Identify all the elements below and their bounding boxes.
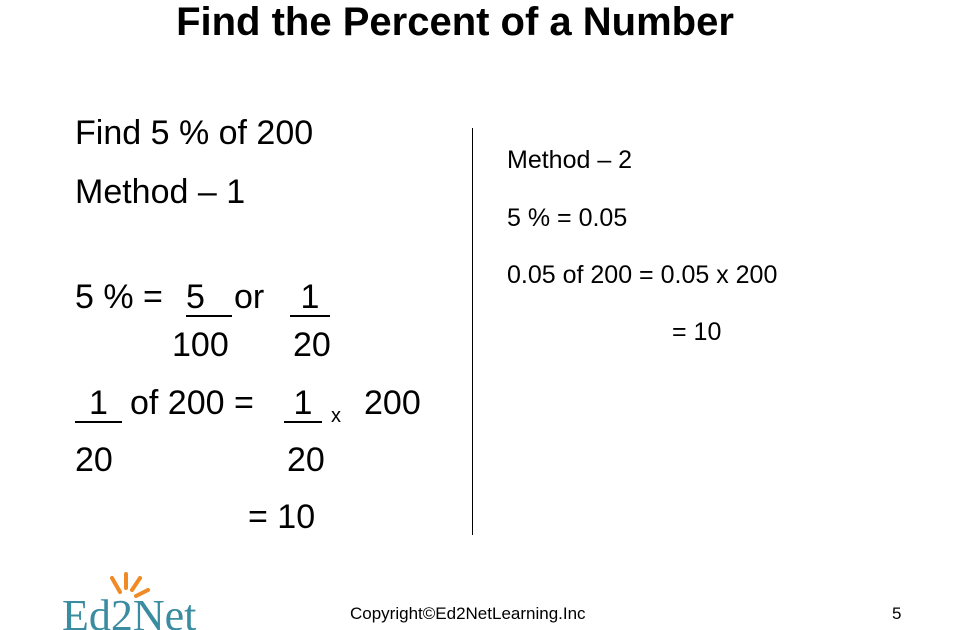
denominator: 20 xyxy=(287,441,325,479)
method-heading: Method – 2 xyxy=(507,146,633,174)
denominator: 20 xyxy=(75,441,113,479)
denominator: 20 xyxy=(293,326,331,364)
numerator: 1 xyxy=(75,386,122,423)
method-line: 5 % = 0.05 xyxy=(507,204,628,232)
factor: 200 xyxy=(364,384,421,422)
logo-icon xyxy=(110,572,150,598)
method-line: = 10 xyxy=(672,318,722,346)
denominator: 100 xyxy=(172,326,229,364)
times-sign: x xyxy=(331,405,341,427)
title: Find the Percent of a Number xyxy=(176,0,734,44)
equation-lhs: 5 % = xyxy=(75,278,163,316)
numerator: 1 xyxy=(290,280,330,317)
logo: Ed2Net xyxy=(62,572,196,630)
page-number: 5 xyxy=(892,604,902,623)
question: Find 5 % of 200 xyxy=(75,114,314,152)
numerator: 5 xyxy=(186,280,232,317)
method-line: 0.05 of 200 = 0.05 x 200 xyxy=(507,261,778,289)
numerator: 1 xyxy=(284,386,322,423)
logo-text: Ed2Net xyxy=(62,591,196,630)
method-heading: Method – 1 xyxy=(75,173,246,211)
result: = 10 xyxy=(248,498,316,536)
divider xyxy=(472,128,473,535)
copyright: Copyright©Ed2NetLearning.Inc xyxy=(350,604,586,623)
equation-text: of 200 = xyxy=(130,384,254,422)
connector: or xyxy=(234,278,265,316)
